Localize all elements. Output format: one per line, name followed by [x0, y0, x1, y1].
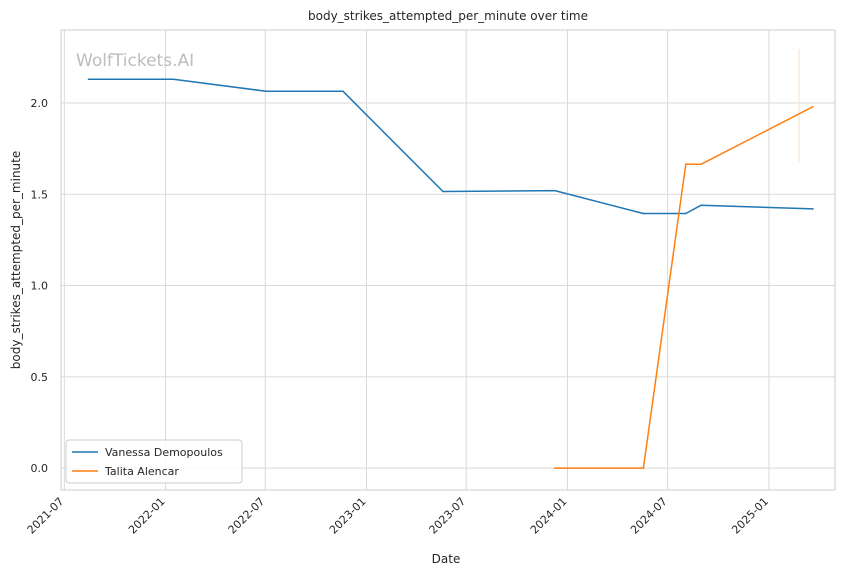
- legend-box: [65, 439, 243, 484]
- data-point: [642, 212, 645, 215]
- data-point: [700, 163, 703, 165]
- data-point: [87, 78, 90, 81]
- y-tick-label: 2.0: [31, 97, 49, 110]
- data-point: [685, 163, 687, 165]
- plot-frame: [60, 29, 836, 491]
- data-point: [812, 105, 814, 108]
- legend-label-vanessa: Vanessa Demopoulos: [105, 446, 223, 459]
- y-tick-label: 0.5: [31, 371, 49, 384]
- data-point: [685, 212, 687, 215]
- y-tick-label: 0.0: [31, 462, 49, 475]
- data-point: [442, 190, 444, 193]
- y-axis-title: body_strikes_attempted_per_minute: [9, 151, 23, 369]
- x-axis-title: Date: [432, 552, 461, 566]
- legend-label-talita: Talita Alencar: [104, 465, 179, 478]
- series-line-0: [88, 78, 814, 215]
- data-point: [553, 189, 556, 192]
- data-point: [812, 208, 814, 210]
- data-point: [700, 204, 703, 207]
- data-point: [264, 90, 267, 92]
- y-tick-label: 1.0: [31, 280, 49, 293]
- legend: Vanessa Demopoulos Talita Alencar: [65, 439, 243, 484]
- data-point: [642, 467, 645, 469]
- data-point: [172, 78, 175, 81]
- data-point: [342, 90, 344, 92]
- watermark-text: WolfTickets.AI: [76, 51, 194, 71]
- series-lines: [87, 78, 814, 469]
- y-tick-label: 1.5: [31, 188, 49, 201]
- chart-title: body_strikes_attempted_per_minute over t…: [308, 9, 588, 23]
- data-point: [553, 467, 556, 469]
- plot-area: [61, 30, 835, 490]
